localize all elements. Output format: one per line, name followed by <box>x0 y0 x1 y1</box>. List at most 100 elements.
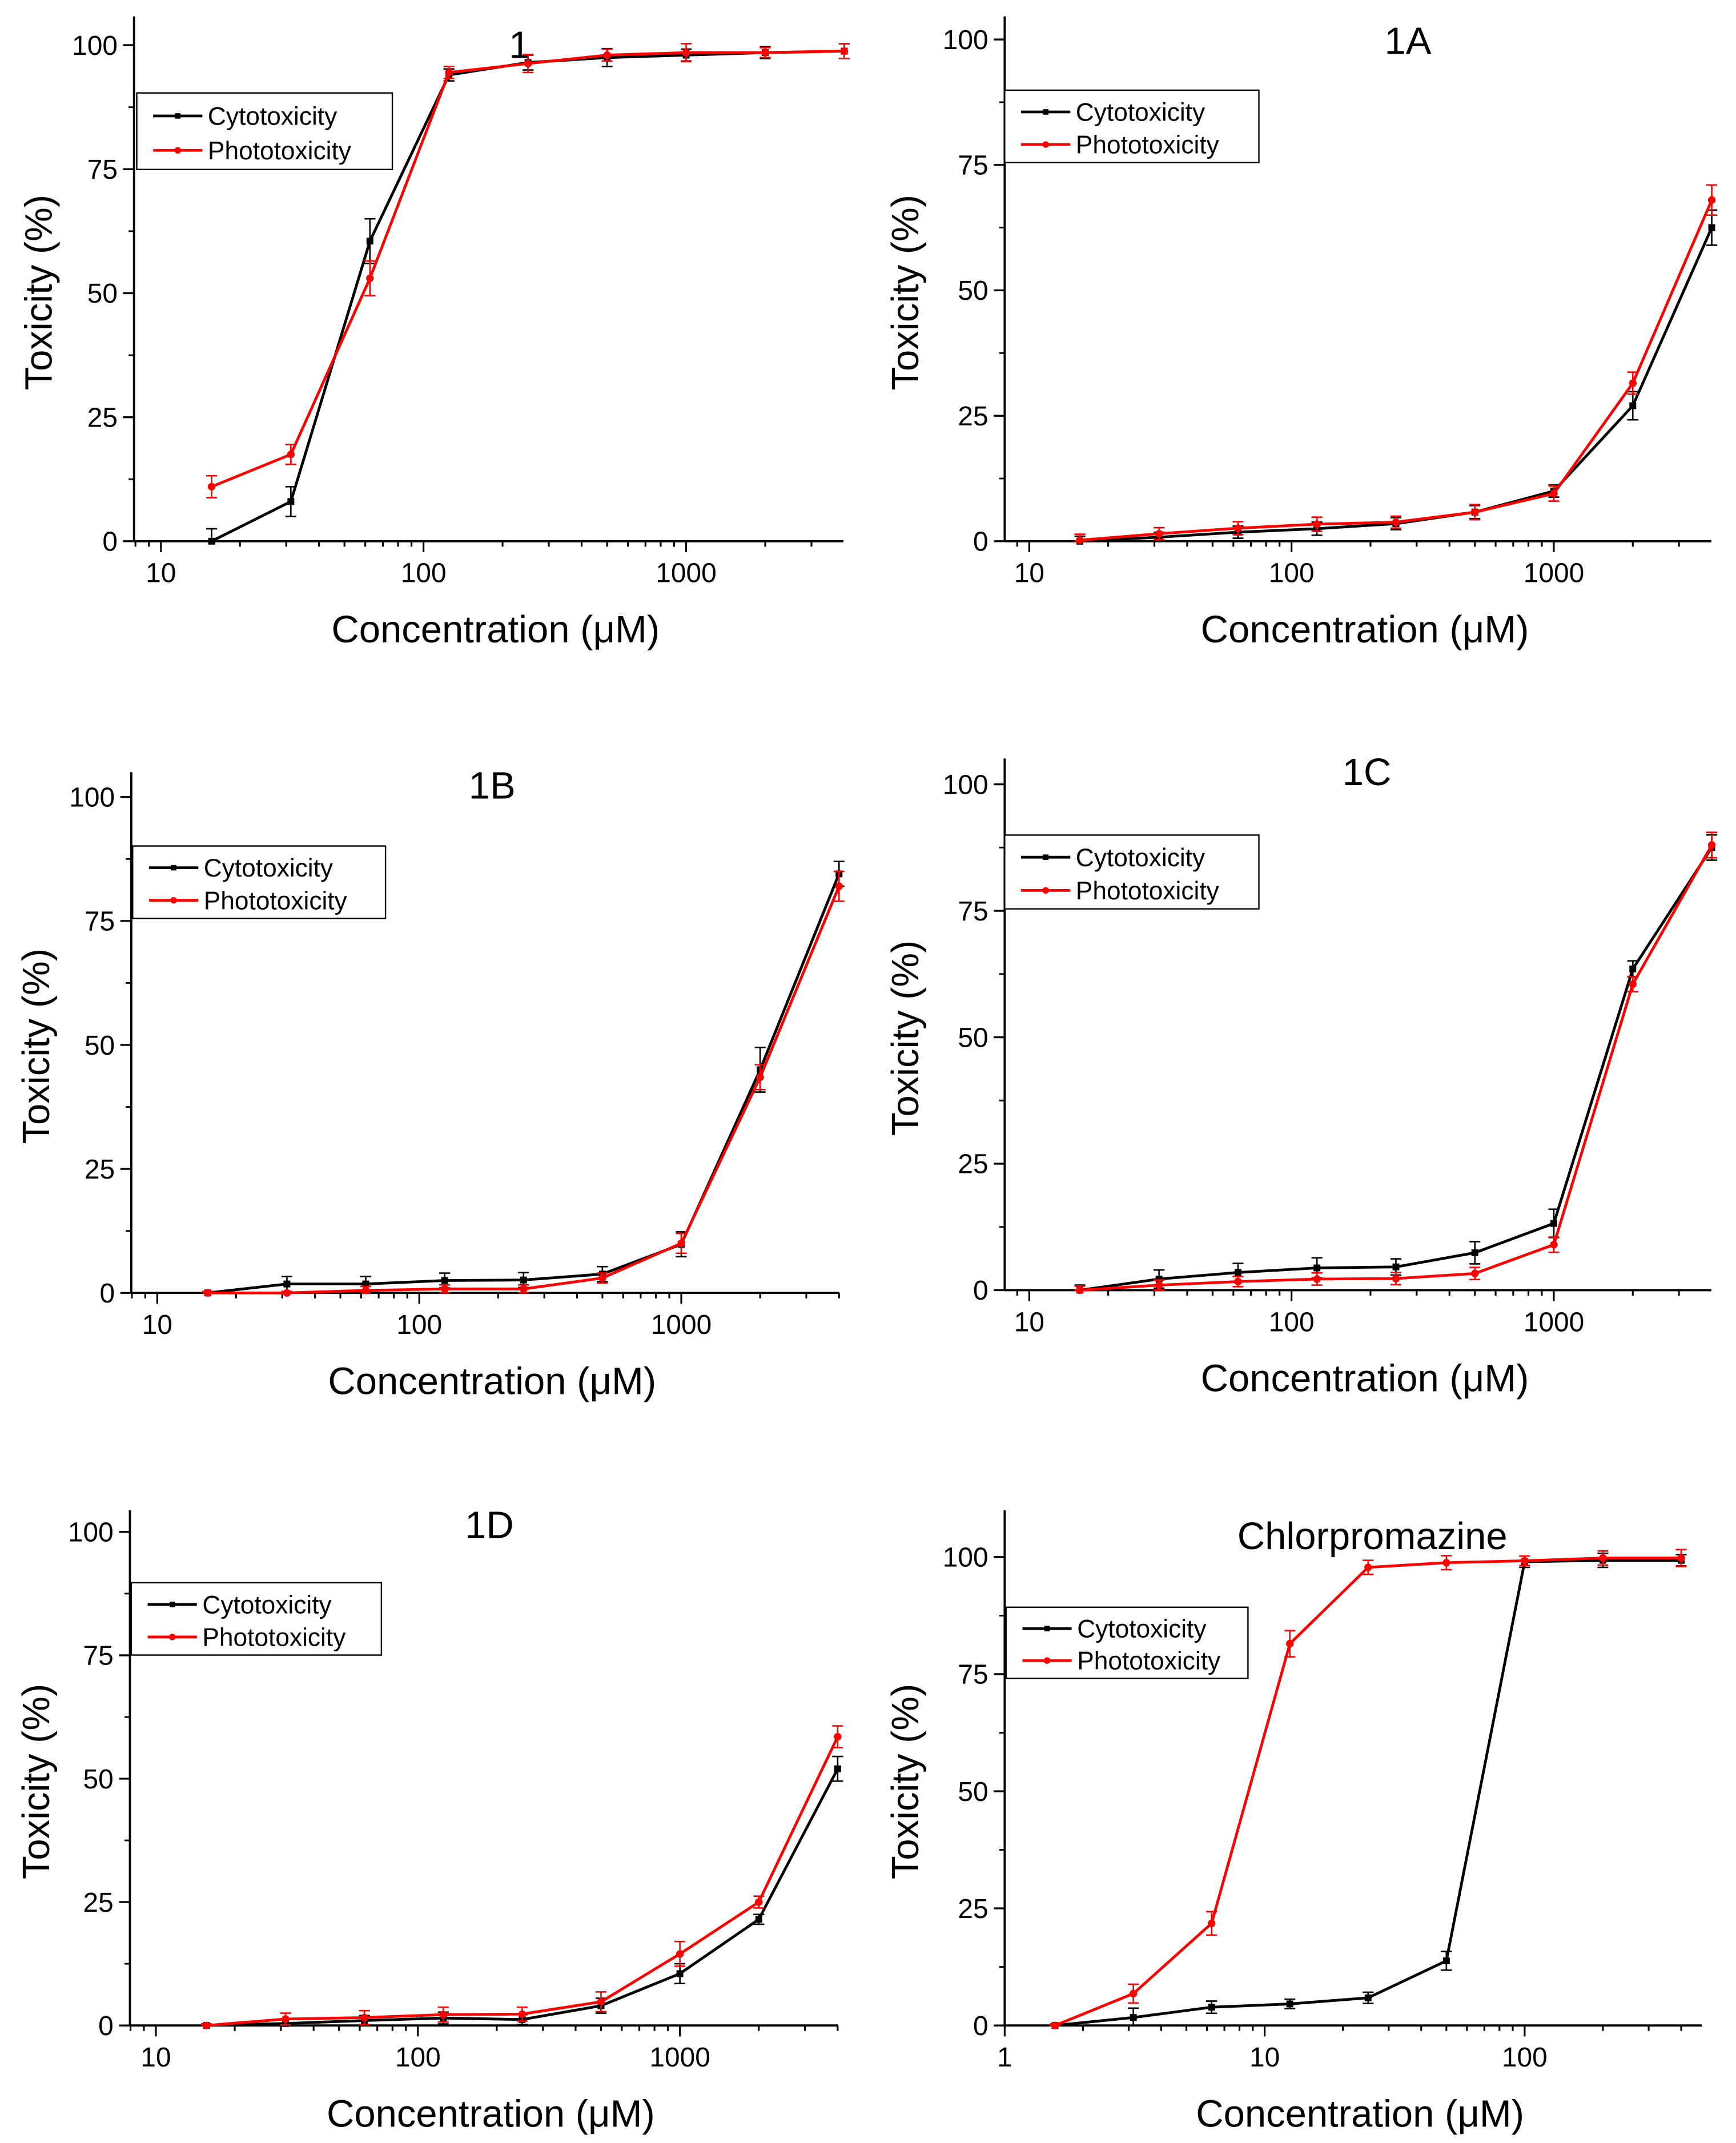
legend-marker <box>1043 854 1048 860</box>
y-tick-label: 75 <box>83 1641 114 1671</box>
data-point <box>287 498 295 505</box>
x-tick-label: 1000 <box>1524 1307 1584 1337</box>
data-point <box>283 1280 291 1288</box>
chart-panel-0: 0 25 50 75 100 10 100 1000 Concentration (μM) Tox… <box>18 16 850 651</box>
y-tick-label: 50 <box>85 1031 115 1061</box>
y-tick-label: 0 <box>973 2011 988 2041</box>
x-tick-label: 10 <box>140 2043 171 2073</box>
data-point <box>283 1289 291 1297</box>
x-axis-label: Concentration (μM) <box>1201 608 1529 651</box>
data-point <box>1313 1264 1321 1272</box>
legend-marker <box>1043 1657 1051 1664</box>
series-line <box>207 873 841 1294</box>
data-point <box>282 2015 290 2023</box>
data-point <box>208 537 215 545</box>
data-point <box>603 51 611 59</box>
data-point <box>598 1274 606 1282</box>
legend-marker <box>169 1601 175 1607</box>
x-axis-label: Concentration (μM) <box>327 2092 655 2135</box>
y-tick-label: 25 <box>958 1894 988 1924</box>
data-point <box>520 1276 527 1284</box>
legend-label: Phototoxicity <box>204 887 348 915</box>
chart-panel-5: 0 25 50 75 100 1 10 100 Concentration (μM) Toxici… <box>884 1510 1702 2135</box>
data-point <box>202 2021 211 2029</box>
data-point <box>834 1732 842 1741</box>
data-point <box>518 2010 527 2018</box>
x-tick-label: 100 <box>1269 558 1315 589</box>
series-cytotoxicity <box>1074 209 1718 545</box>
legend-marker <box>174 147 182 154</box>
data-point <box>362 1280 369 1288</box>
y-tick-label: 50 <box>958 1777 988 1807</box>
chart-panel-2: 0 25 50 75 100 10 100 1000 Concentration (μM) Tox… <box>15 765 845 1402</box>
series-line <box>1079 227 1713 543</box>
data-point <box>1521 1557 1529 1565</box>
x-tick-label: 10 <box>142 1310 172 1340</box>
x-axis-label: Concentration (μM) <box>1201 1357 1529 1400</box>
data-point <box>360 2013 368 2022</box>
data-point <box>755 1916 762 1923</box>
data-point <box>1442 1957 1450 1964</box>
y-tick-label: 100 <box>943 1543 988 1573</box>
legend-marker <box>1043 109 1048 115</box>
legend-marker <box>168 1634 176 1641</box>
legend-box <box>1005 1606 1249 1679</box>
data-point <box>524 59 532 67</box>
data-point <box>676 1970 684 1977</box>
legend-marker <box>1042 887 1049 894</box>
data-point <box>1629 965 1637 972</box>
data-point <box>1286 1639 1294 1648</box>
data-point <box>1550 1241 1558 1249</box>
chart-panel-3: 0 25 50 75 100 10 100 1000 Concentration (μM) Tox… <box>884 751 1718 1400</box>
data-point <box>1207 1919 1216 1928</box>
data-point <box>1155 529 1163 538</box>
y-tick-label: 100 <box>72 31 118 61</box>
y-tick-label: 25 <box>87 403 118 433</box>
data-point <box>520 1285 528 1293</box>
y-tick-label: 50 <box>958 1023 988 1053</box>
y-tick-label: 75 <box>958 896 988 927</box>
data-point <box>676 1950 684 1958</box>
series-line <box>1079 199 1713 542</box>
data-point <box>761 49 769 57</box>
data-point <box>439 2011 447 2019</box>
legend-box <box>1004 834 1260 910</box>
y-tick-label: 25 <box>83 1888 114 1918</box>
data-point <box>682 49 690 57</box>
data-point <box>1130 2014 1137 2021</box>
series-phototoxicity <box>1074 831 1718 1294</box>
data-point <box>1076 1286 1084 1294</box>
y-axis-label: Toxicity (%) <box>18 195 61 390</box>
series-phototoxicity <box>206 43 850 498</box>
data-point <box>440 1285 449 1293</box>
legend-label: Phototoxicity <box>208 137 352 165</box>
x-axis-label: Concentration (μM) <box>1196 2092 1524 2135</box>
data-point <box>597 1997 605 2006</box>
data-point <box>1234 1269 1241 1276</box>
data-point <box>1392 518 1400 526</box>
data-point <box>1286 2000 1293 2008</box>
legend: Cytotoxicity Phototoxicity <box>130 1582 383 1656</box>
data-point <box>1208 2004 1215 2011</box>
y-tick-label: 0 <box>98 2011 114 2041</box>
series-phototoxicity <box>1074 184 1718 544</box>
x-tick-label: 10 <box>146 558 176 589</box>
legend-label: Cytotoxicity <box>208 103 337 131</box>
series-line <box>207 886 841 1294</box>
data-point <box>835 882 843 890</box>
series-line <box>206 1736 839 2027</box>
data-point <box>287 451 295 459</box>
x-tick-label: 1000 <box>651 1310 712 1340</box>
data-point <box>445 69 453 77</box>
legend-label: Phototoxicity <box>1077 1647 1221 1675</box>
data-point <box>1051 2021 1059 2029</box>
x-axis-label: Concentration (μM) <box>331 608 660 651</box>
data-point <box>1629 980 1637 988</box>
y-tick-label: 75 <box>958 151 988 181</box>
y-tick-label: 0 <box>102 527 118 557</box>
data-point <box>1550 1220 1557 1227</box>
data-point <box>1364 1563 1372 1571</box>
data-point <box>1707 841 1716 849</box>
legend-marker <box>175 113 181 119</box>
series-cytotoxicity <box>201 1755 843 2029</box>
